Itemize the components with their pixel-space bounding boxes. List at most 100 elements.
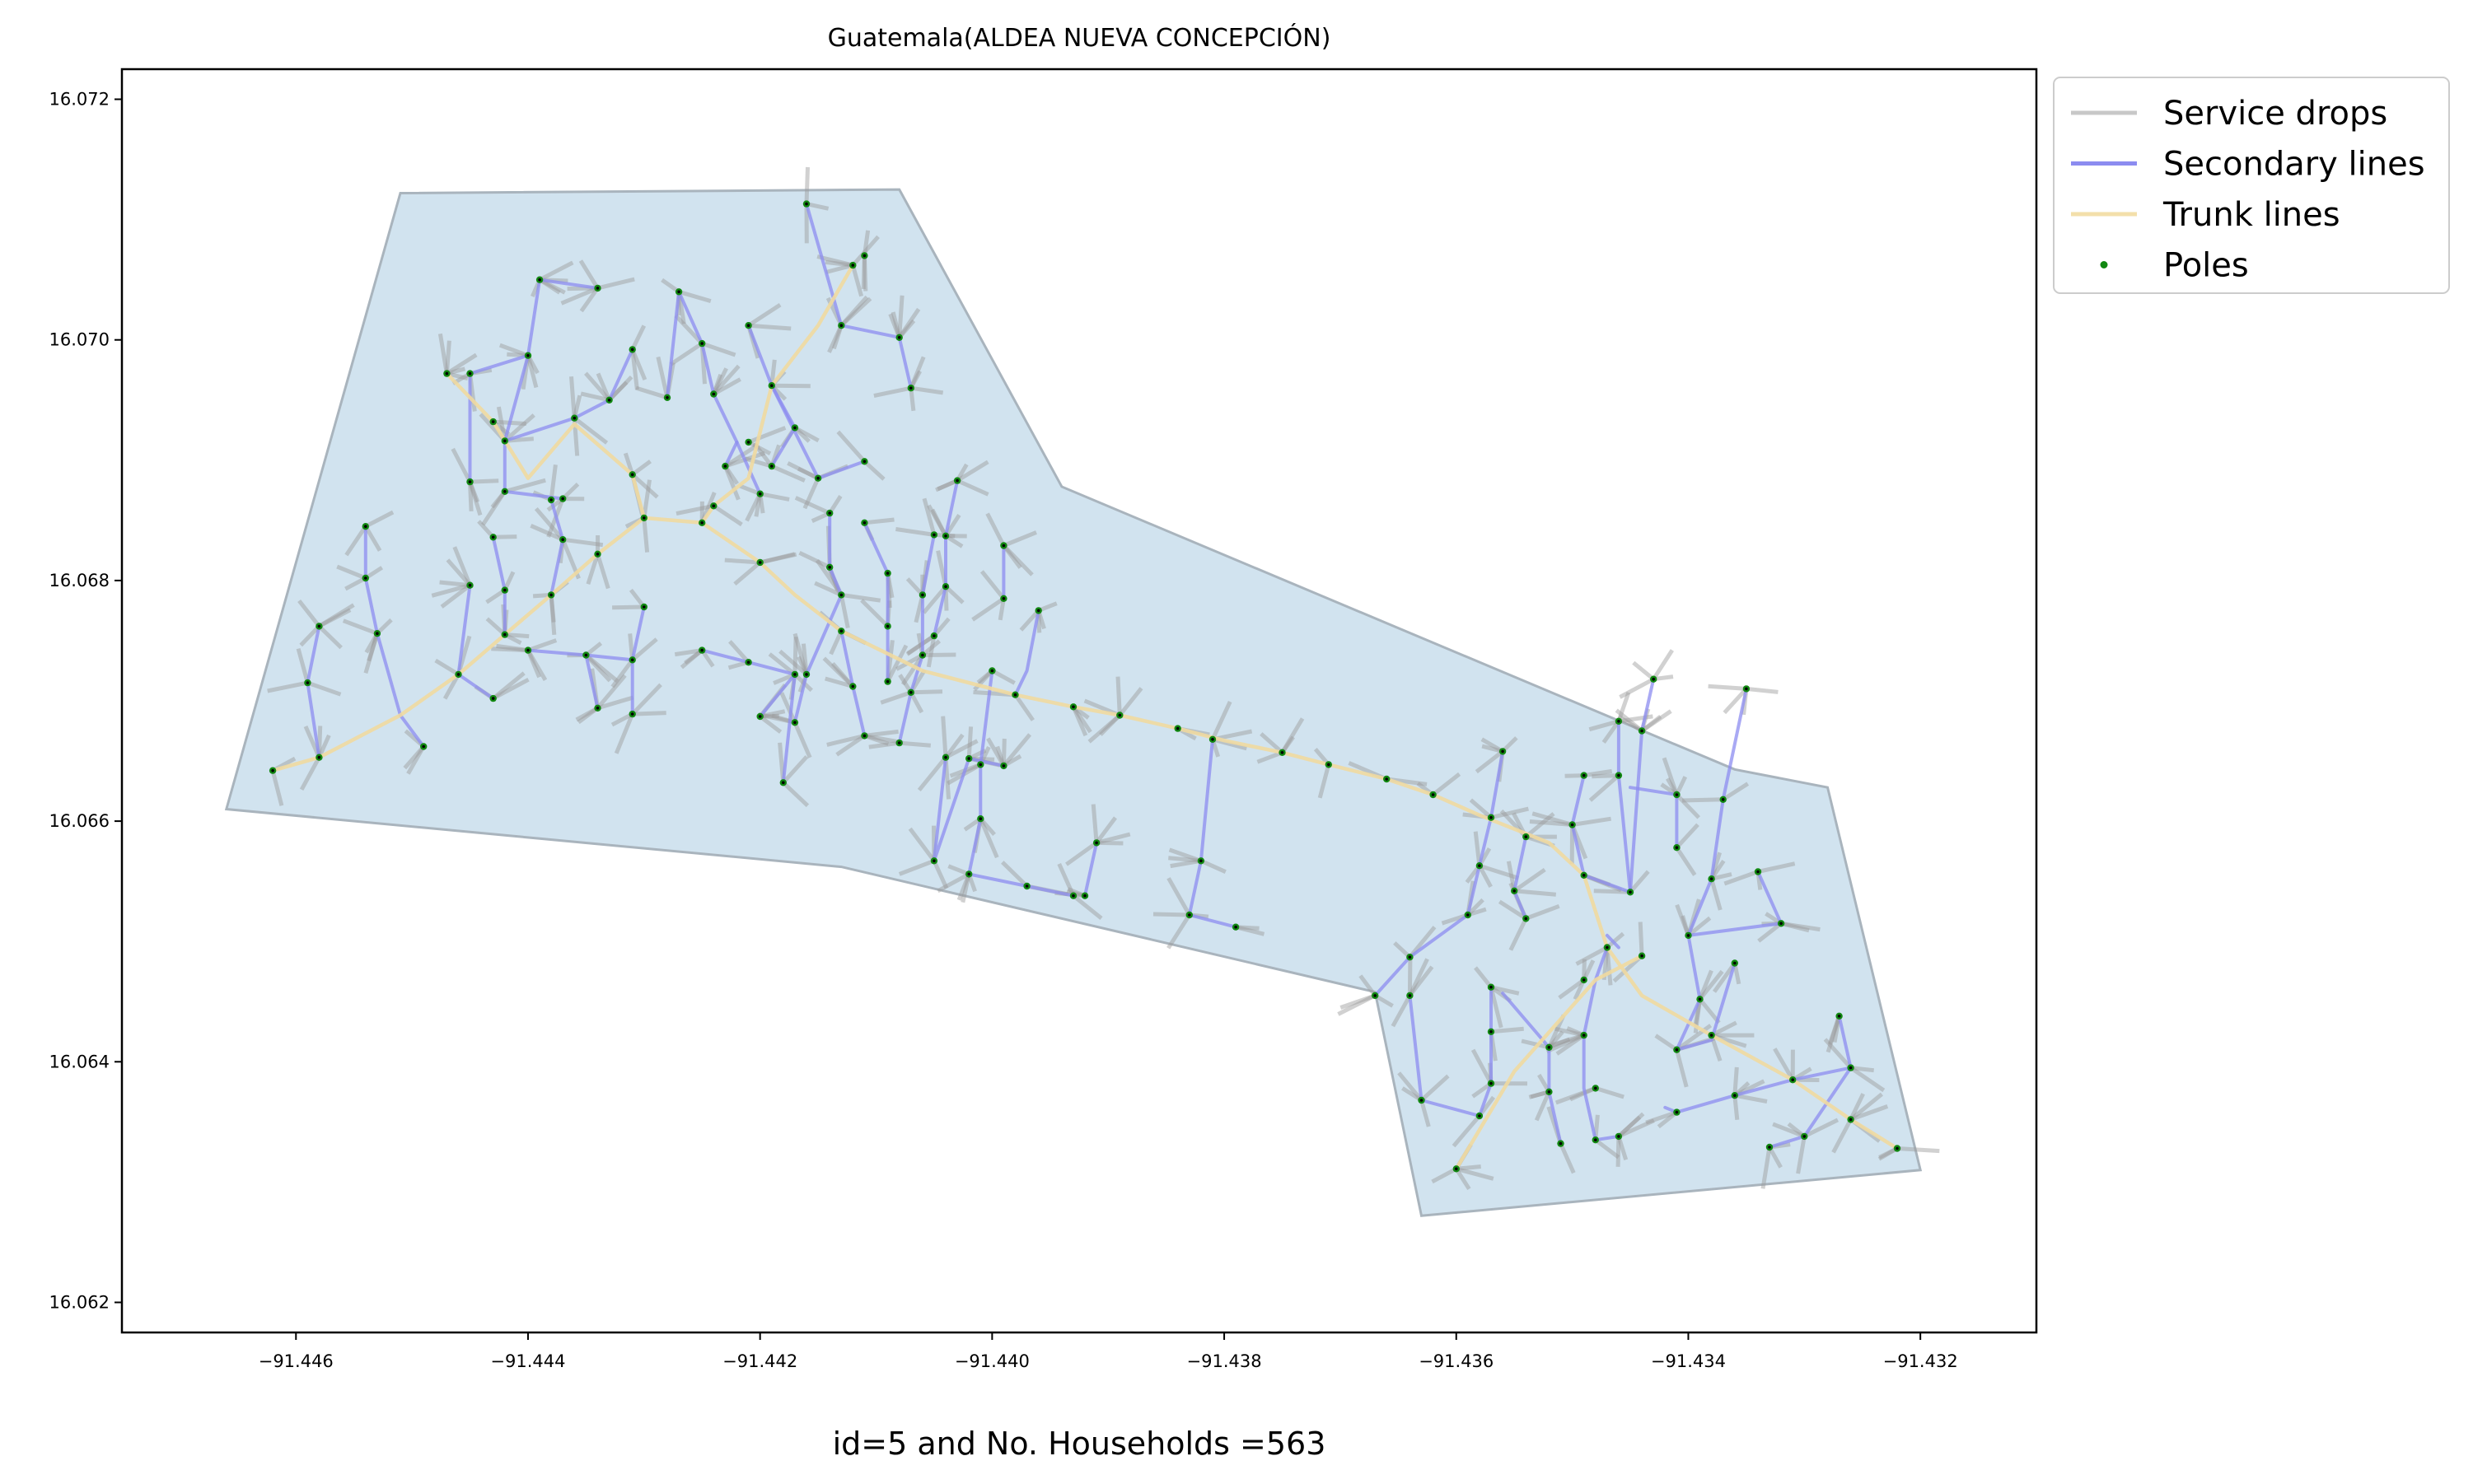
service-drop [986,737,1006,768]
pole [768,462,775,470]
secondary-line [399,713,426,749]
service-drop [862,255,868,292]
service-drop [1498,899,1527,921]
service-drop [561,483,580,501]
service-drop [801,643,809,675]
service-drop [503,413,535,443]
service-drop [1549,1033,1585,1048]
service-drop [504,478,546,494]
service-drop [839,594,850,628]
pole [1615,772,1623,779]
service-drop [446,371,469,381]
pole [699,646,706,654]
service-drop [1780,921,1810,933]
pole [814,474,822,482]
pole-center [979,817,983,820]
legend-label: Service drops [2163,95,2387,133]
pole-center [1582,874,1586,877]
service-drop [1849,1066,1886,1093]
pole [745,438,752,446]
service-drop [897,295,905,338]
service-drop [1593,889,1631,894]
pole [1475,862,1484,870]
service-drop [526,355,539,389]
service-drop [481,490,507,526]
service-drop [1408,965,1434,997]
service-drop [759,715,783,734]
service-drop [1831,1118,1853,1154]
pole [1232,923,1240,931]
pole [779,779,787,786]
pole [304,679,311,687]
service-drop [947,864,970,876]
service-drop [930,508,948,537]
service-drop [839,295,869,327]
service-drop [560,286,599,306]
service-drop [573,416,609,445]
service-drop [748,323,792,331]
service-drop [829,630,844,656]
service-drop [839,296,872,328]
service-drop [1452,1114,1481,1148]
pole-center [677,290,680,294]
service-drop [1525,903,1560,921]
pole-center [1652,677,1655,681]
pole-center [1280,751,1284,754]
pole-center [503,490,507,493]
service-drop [1521,1038,1550,1050]
pole-center [909,691,913,694]
service-drop [1618,714,1653,724]
secondary-line [1501,992,1563,1146]
secondary-line [863,520,890,576]
service-drop [760,552,796,565]
service-drop [1594,1138,1620,1160]
pole-center [1733,961,1737,965]
service-drop [897,319,916,339]
pole [838,591,845,599]
secondary-line [666,290,762,496]
service-drop [1524,812,1555,839]
service-drop [905,634,936,656]
service-drop [908,827,936,862]
pole-center [770,464,774,468]
pole [1592,1136,1600,1144]
service-drop [744,456,773,469]
pole [466,370,474,377]
pole [373,630,381,637]
legend-item: Poles [2100,247,2249,285]
pole [629,346,636,353]
service-drop [1001,738,1007,766]
service-drop [922,497,937,536]
pole-center [596,553,600,556]
service-drop [909,387,916,412]
pole-center [793,721,797,725]
service-area [224,188,1923,1217]
pole [501,488,508,495]
x-tick-label: −91.434 [1651,1351,1726,1371]
pole-center [456,673,460,676]
pole-center [1779,922,1783,926]
service-drop [367,632,380,662]
service-drop [596,674,627,710]
service-drop [830,661,855,688]
pole [455,670,462,679]
service-drop [917,756,947,791]
service-drop [825,263,853,274]
service-drop [526,649,541,679]
pole-center [491,535,495,539]
service-drop [798,551,831,570]
service-drop [1235,925,1265,936]
service-drop [966,726,974,759]
secondary-line [1605,933,1620,950]
service-drop [868,740,900,749]
service-drop [713,377,741,396]
service-drop [935,478,959,492]
service-drop [579,287,600,313]
service-drop [1548,1037,1571,1050]
pole-center [933,859,936,863]
service-drop [1071,706,1088,737]
pole [1557,1140,1564,1147]
service-drop [927,504,948,538]
service-drop [296,647,310,684]
service-drop [586,553,600,585]
